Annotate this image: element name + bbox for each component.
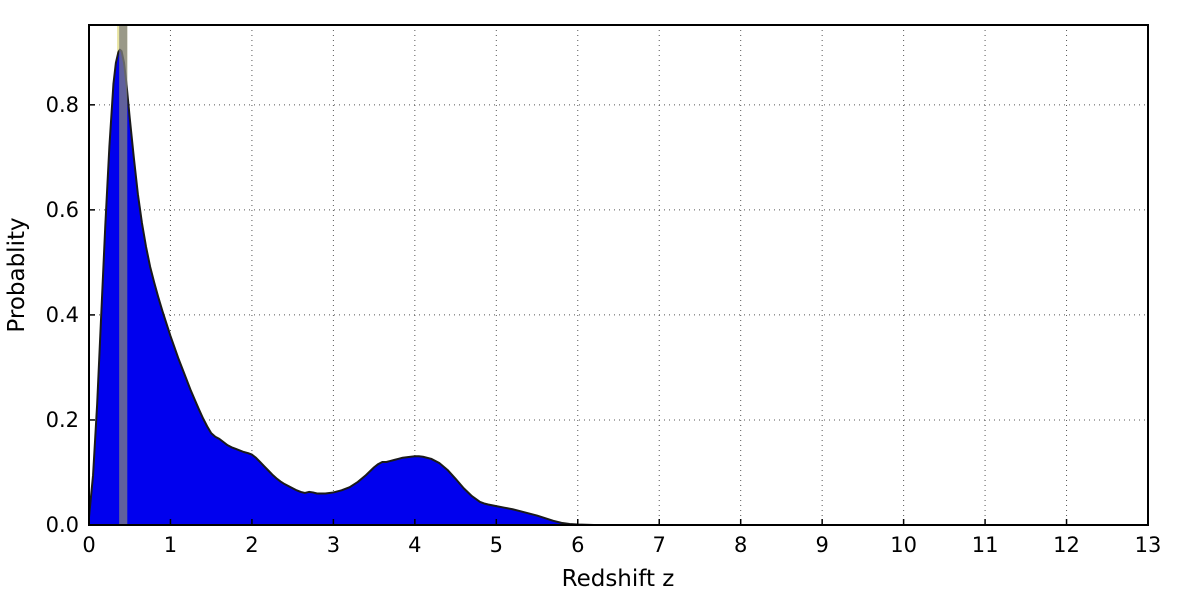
- grid-lines: [89, 25, 1148, 525]
- x-tick-label: 5: [490, 533, 503, 557]
- y-tick-label: 0.4: [46, 303, 79, 327]
- x-axis-title: Redshift z: [562, 566, 675, 592]
- x-tick-label: 7: [653, 533, 666, 557]
- y-tick-label: 0.8: [46, 93, 79, 117]
- x-tick-label: 9: [815, 533, 828, 557]
- y-axis-title: Probablity: [4, 217, 30, 332]
- x-tick-label: 11: [972, 533, 999, 557]
- x-tick-label: 10: [890, 533, 917, 557]
- x-tick-label: 12: [1053, 533, 1080, 557]
- probability-area: [89, 49, 1148, 525]
- x-tick-label: 8: [734, 533, 747, 557]
- y-axis-ticks: 0.0 0.2 0.4 0.6 0.8: [46, 93, 95, 537]
- y-tick-label: 0.0: [46, 513, 79, 537]
- plot-frame: [88, 24, 1149, 526]
- x-tick-label: 3: [327, 533, 340, 557]
- x-tick-label: 1: [164, 533, 177, 557]
- x-tick-label: 2: [245, 533, 258, 557]
- x-tick-label: 0: [82, 533, 95, 557]
- redshift-uncertainty-band: [119, 25, 128, 525]
- x-axis-ticks: 0 1 2 3 4 5 6 7 8 9 10 11 12 13: [82, 519, 1161, 557]
- x-tick-label: 13: [1135, 533, 1162, 557]
- probability-curve: [89, 48, 1148, 525]
- x-tick-label: 4: [408, 533, 421, 557]
- y-tick-label: 0.6: [46, 198, 79, 222]
- y-tick-label: 0.2: [46, 408, 79, 432]
- plot-area-background: [89, 25, 1148, 525]
- x-tick-label: 6: [571, 533, 584, 557]
- annotation-bands-overlay: [119, 25, 128, 525]
